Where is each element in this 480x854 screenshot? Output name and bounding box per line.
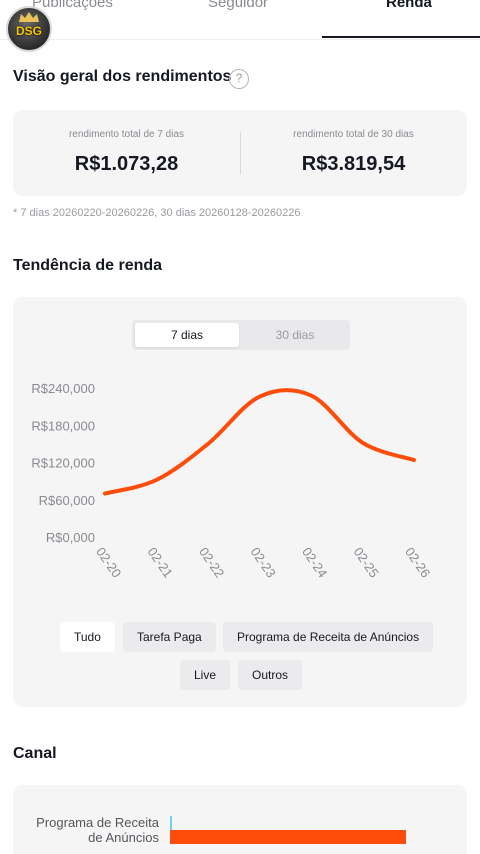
- trend-title: Tendência de renda: [13, 257, 163, 274]
- canal-axis-marker: [170, 816, 172, 830]
- filter-live[interactable]: Live: [180, 660, 231, 690]
- x-tick-label: 02-24: [299, 544, 330, 580]
- tab-renda[interactable]: Renda: [386, 0, 432, 11]
- x-tick-label: 02-21: [145, 544, 176, 580]
- crown-icon: [19, 12, 39, 22]
- canal-bar-programa-receita: [170, 830, 406, 844]
- canal-title: Canal: [13, 745, 57, 762]
- filter-programa-receita-anuncios[interactable]: Programa de Receita de Anúncios: [223, 622, 434, 652]
- canal-bar-label-line1: Programa de Receita: [36, 815, 160, 830]
- canal-bar-chart: Programa de Receita de Anúncios: [36, 815, 406, 845]
- income-trend-chart: R$0,000 R$60,000 R$120,000 R$180,000 R$240,0…: [31, 381, 433, 580]
- y-tick-label: R$60,000: [39, 493, 95, 508]
- x-tick-label: 02-23: [248, 544, 279, 580]
- total-30-value: R$3.819,54: [301, 153, 406, 175]
- filter-tarefa-paga[interactable]: Tarefa Paga: [123, 622, 216, 652]
- overview-card: rendimento total de 7 dias R$1.073,28 re…: [13, 110, 467, 196]
- overview-divider: [240, 132, 241, 174]
- x-tick-label: 02-22: [196, 544, 227, 580]
- filter-outros[interactable]: Outros: [238, 660, 303, 690]
- canal-card: Programa de Receita de Anúncios: [13, 785, 467, 854]
- help-icon[interactable]: ?: [229, 69, 249, 89]
- period-7-days[interactable]: 7 dias: [135, 323, 239, 347]
- top-tabs: Publicações Seguidor Renda: [0, 0, 480, 40]
- filter-tudo[interactable]: Tudo: [60, 622, 115, 652]
- tab-publicacoes[interactable]: Publicações: [32, 0, 113, 11]
- period-note: * 7 dias 20260220-20260226, 30 dias 2026…: [13, 207, 301, 219]
- x-tick-label: 02-20: [93, 544, 124, 580]
- avatar[interactable]: DSG: [6, 6, 52, 52]
- tab-active-indicator: [322, 36, 480, 38]
- period-toggle: 7 dias 30 dias: [132, 320, 350, 350]
- x-tick-label: 02-25: [351, 544, 382, 580]
- x-tick-label: 02-26: [402, 544, 433, 580]
- trend-card: 7 dias 30 dias R$0,000 R$60,000 R$120,000 R…: [13, 297, 467, 707]
- canal-bar-label-line2: de Anúncios: [88, 830, 159, 845]
- y-tick-label: R$120,000: [31, 456, 95, 471]
- y-tick-label: R$180,000: [31, 418, 95, 433]
- total-7-label: rendimento total de 7 dias: [68, 129, 185, 140]
- overview-title: Visão geral dos rendimentos: [13, 68, 232, 85]
- total-7-value: R$1.073,28: [74, 153, 179, 175]
- y-tick-label: R$0,000: [46, 530, 95, 545]
- total-30-label: rendimento total de 30 dias: [293, 129, 414, 140]
- y-tick-label: R$240,000: [31, 381, 95, 396]
- period-30-days[interactable]: 30 dias: [275, 328, 315, 342]
- avatar-logo-text: DSG: [15, 24, 42, 38]
- income-series-line: [103, 388, 416, 496]
- tab-seguidor[interactable]: Seguidor: [208, 0, 269, 11]
